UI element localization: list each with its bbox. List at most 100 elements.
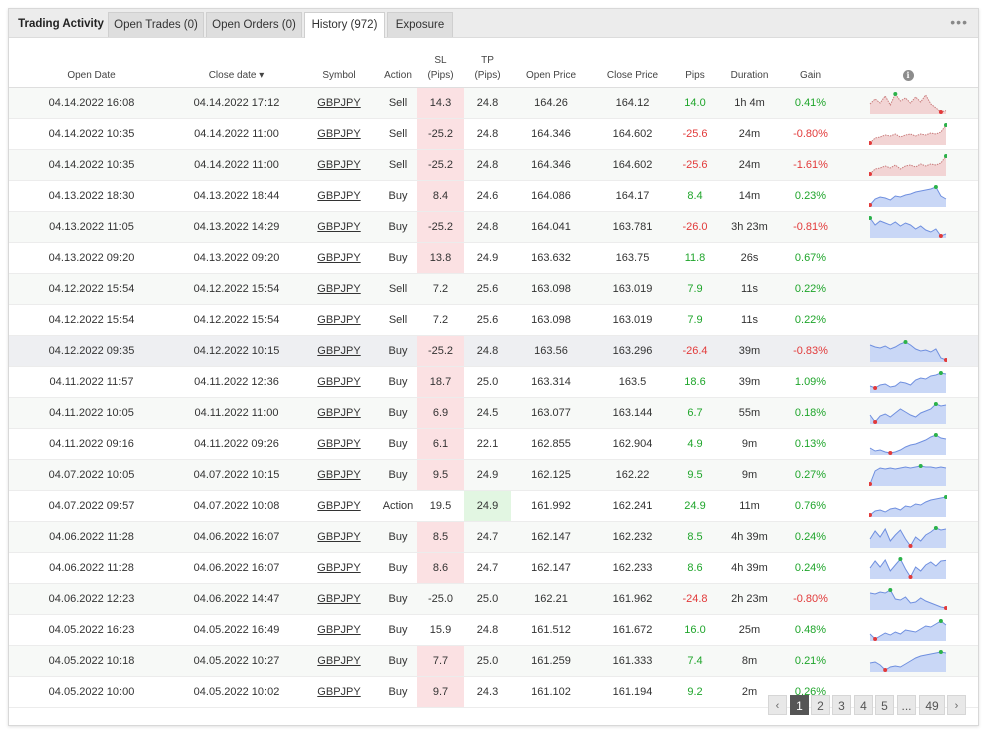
cell-close-date: 04.11.2022 12:36 (174, 366, 299, 398)
cell-symbol[interactable]: GBPJPY (299, 304, 379, 336)
table-row[interactable]: 04.13.2022 18:30 04.13.2022 18:44 GBPJPY Bu… (9, 180, 978, 212)
cell-pips: -25.6 (674, 149, 716, 181)
cell-open-price: 164.346 (511, 118, 591, 150)
cell-open-price: 161.102 (511, 676, 591, 708)
cell-symbol[interactable]: GBPJPY (299, 273, 379, 305)
col-close-date[interactable]: Close date ▾ (174, 40, 299, 88)
col-sl[interactable]: SL (Pips) (417, 40, 464, 88)
tab-open-orders[interactable]: Open Orders (0) (206, 12, 302, 37)
cell-sl: 8.5 (417, 521, 464, 553)
cell-symbol[interactable]: GBPJPY (299, 397, 379, 429)
sparkline-min-point (869, 141, 872, 145)
cell-tp: 24.8 (464, 149, 511, 181)
cell-close-date: 04.07.2022 10:08 (174, 490, 299, 522)
table-row[interactable]: 04.06.2022 11:28 04.06.2022 16:07 GBPJPY Bu… (9, 552, 978, 584)
tab-exposure[interactable]: Exposure (387, 12, 453, 37)
cell-symbol[interactable]: GBPJPY (299, 118, 379, 150)
info-icon[interactable]: i (902, 70, 914, 81)
cell-close-price: 161.672 (591, 614, 674, 646)
page-3-button[interactable]: 3 (832, 695, 851, 715)
cell-symbol[interactable]: GBPJPY (299, 87, 379, 119)
tab-open-trades[interactable]: Open Trades (0) (108, 12, 204, 37)
cell-sl: -25.2 (417, 118, 464, 150)
cell-action: Buy (379, 366, 417, 398)
cell-duration: 25m (716, 614, 783, 646)
page-1-button[interactable]: 1 (790, 695, 809, 715)
cell-sparkline (838, 304, 978, 336)
cell-symbol[interactable]: GBPJPY (299, 645, 379, 677)
table-row[interactable]: 04.12.2022 15:54 04.12.2022 15:54 GBPJPY Se… (9, 304, 978, 336)
next-page-button[interactable]: › (947, 695, 966, 715)
col-open-date[interactable]: Open Date (9, 40, 174, 88)
cell-tp: 24.8 (464, 335, 511, 367)
cell-symbol[interactable]: GBPJPY (299, 490, 379, 522)
table-row[interactable]: 04.05.2022 16:23 04.05.2022 16:49 GBPJPY Bu… (9, 614, 978, 646)
cell-duration: 39m (716, 366, 783, 398)
cell-sparkline (838, 521, 978, 553)
sparkline-min-point (908, 575, 913, 579)
cell-close-price: 162.904 (591, 428, 674, 460)
col-tp[interactable]: TP (Pips) (464, 40, 511, 88)
col-close-price[interactable]: Close Price (591, 40, 674, 88)
tab-history[interactable]: History (972) (304, 12, 385, 38)
cell-close-price: 164.17 (591, 180, 674, 212)
sparkline-max-point (933, 526, 938, 530)
table-row[interactable]: 04.12.2022 09:35 04.12.2022 10:15 GBPJPY Bu… (9, 335, 978, 367)
table-row[interactable]: 04.14.2022 10:35 04.14.2022 11:00 GBPJPY Se… (9, 149, 978, 181)
sparkline-line (869, 372, 947, 389)
table-row[interactable]: 04.14.2022 16:08 04.14.2022 17:12 GBPJPY Se… (9, 87, 978, 119)
cell-symbol[interactable]: GBPJPY (299, 676, 379, 708)
cell-gain: 0.41% (783, 87, 838, 119)
sparkline-max-point (933, 402, 938, 406)
cell-action: Buy (379, 211, 417, 243)
sparkline-area (870, 342, 946, 362)
cell-open-price: 164.346 (511, 149, 591, 181)
table-row[interactable]: 04.06.2022 12:23 04.06.2022 14:47 GBPJPY Bu… (9, 583, 978, 615)
equity-sparkline (869, 588, 947, 610)
cell-symbol[interactable]: GBPJPY (299, 242, 379, 274)
col-open-price[interactable]: Open Price (511, 40, 591, 88)
cell-open-price: 162.855 (511, 428, 591, 460)
table-row[interactable]: 04.11.2022 11:57 04.11.2022 12:36 GBPJPY Bu… (9, 366, 978, 398)
page-49-button[interactable]: 49 (919, 695, 945, 715)
cell-gain: -0.80% (783, 118, 838, 150)
cell-symbol[interactable]: GBPJPY (299, 521, 379, 553)
table-row[interactable]: 04.11.2022 09:16 04.11.2022 09:26 GBPJPY Bu… (9, 428, 978, 460)
table-row[interactable]: 04.07.2022 10:05 04.07.2022 10:15 GBPJPY Bu… (9, 459, 978, 491)
cell-symbol[interactable]: GBPJPY (299, 614, 379, 646)
cell-symbol[interactable]: GBPJPY (299, 335, 379, 367)
cell-symbol[interactable]: GBPJPY (299, 366, 379, 398)
cell-symbol[interactable]: GBPJPY (299, 211, 379, 243)
cell-sl: 13.8 (417, 242, 464, 274)
col-symbol[interactable]: Symbol (299, 40, 379, 88)
cell-symbol[interactable]: GBPJPY (299, 149, 379, 181)
table-row[interactable]: 04.07.2022 09:57 04.07.2022 10:08 GBPJPY Ac… (9, 490, 978, 522)
table-row[interactable]: 04.11.2022 10:05 04.11.2022 11:00 GBPJPY Bu… (9, 397, 978, 429)
cell-open-price: 164.086 (511, 180, 591, 212)
table-row[interactable]: 04.06.2022 11:28 04.06.2022 16:07 GBPJPY Bu… (9, 521, 978, 553)
cell-symbol[interactable]: GBPJPY (299, 428, 379, 460)
equity-sparkline (869, 340, 947, 362)
table-row[interactable]: 04.14.2022 10:35 04.14.2022 11:00 GBPJPY Se… (9, 118, 978, 150)
cell-symbol[interactable]: GBPJPY (299, 459, 379, 491)
page-4-button[interactable]: 4 (854, 695, 873, 715)
more-options-icon[interactable]: ••• (950, 14, 968, 30)
cell-open-date: 04.12.2022 15:54 (9, 273, 174, 305)
table-row[interactable]: 04.13.2022 11:05 04.13.2022 14:29 GBPJPY Bu… (9, 211, 978, 243)
cell-open-date: 04.06.2022 11:28 (9, 552, 174, 584)
table-row[interactable]: 04.12.2022 15:54 04.12.2022 15:54 GBPJPY Se… (9, 273, 978, 305)
cell-symbol[interactable]: GBPJPY (299, 583, 379, 615)
cell-close-date: 04.13.2022 14:29 (174, 211, 299, 243)
cell-symbol[interactable]: GBPJPY (299, 552, 379, 584)
col-pips[interactable]: Pips (674, 40, 716, 88)
tab-trading-activity: Trading Activity (18, 18, 104, 30)
col-action[interactable]: Action (379, 40, 417, 88)
page-5-button[interactable]: 5 (875, 695, 894, 715)
prev-page-button[interactable]: ‹ (768, 695, 787, 715)
table-row[interactable]: 04.05.2022 10:18 04.05.2022 10:27 GBPJPY Bu… (9, 645, 978, 677)
table-row[interactable]: 04.13.2022 09:20 04.13.2022 09:20 GBPJPY Bu… (9, 242, 978, 274)
page-2-button[interactable]: 2 (811, 695, 830, 715)
col-gain[interactable]: Gain (783, 40, 838, 88)
cell-symbol[interactable]: GBPJPY (299, 180, 379, 212)
col-duration[interactable]: Duration (716, 40, 783, 88)
